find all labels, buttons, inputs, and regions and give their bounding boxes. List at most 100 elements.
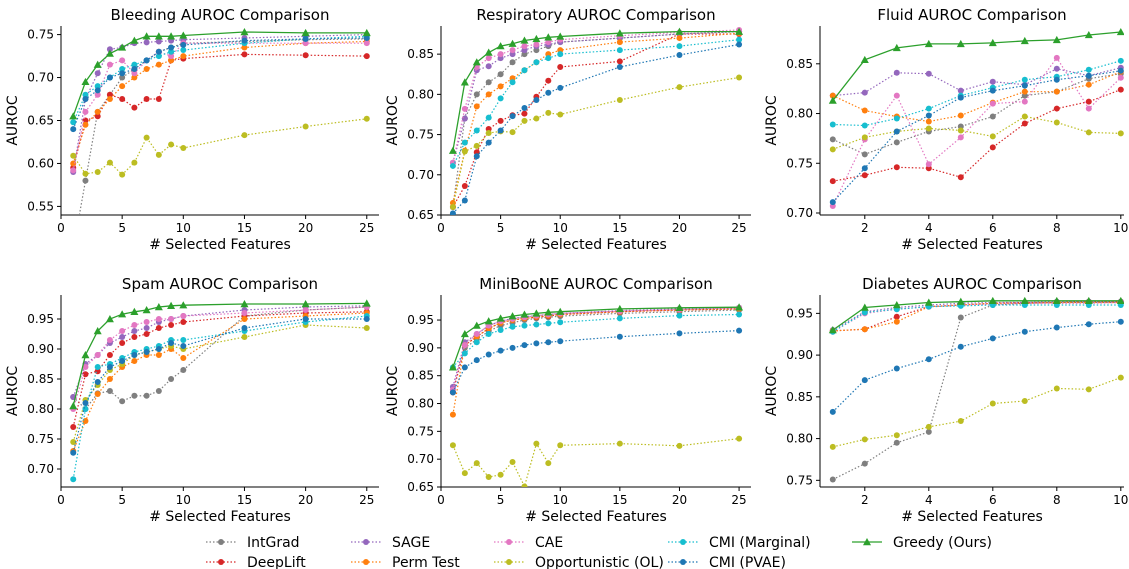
data-point: [485, 473, 492, 480]
data-point: [861, 309, 868, 316]
data-point: [449, 210, 456, 215]
series-perm-test: [70, 38, 370, 167]
x-tick-label: 20: [298, 493, 313, 507]
data-point: [168, 44, 175, 51]
legend-entry-opportunistic-ol: Opportunistic (OL): [494, 555, 664, 569]
chart-title: Spam AUROC Comparison: [122, 275, 318, 293]
data-point: [167, 32, 176, 40]
data-point: [676, 84, 683, 91]
y-axis-label: AUROC: [764, 95, 780, 146]
data-point: [106, 352, 113, 358]
data-point: [241, 334, 248, 340]
data-point: [70, 126, 77, 133]
legend-marker: [680, 539, 686, 545]
data-point: [497, 127, 504, 134]
data-point: [143, 39, 150, 46]
data-point: [485, 330, 492, 337]
data-point: [616, 96, 623, 103]
data-point: [155, 96, 162, 103]
data-point: [106, 337, 113, 343]
data-point: [168, 322, 175, 328]
data-point: [957, 127, 964, 134]
data-point: [1116, 296, 1124, 305]
data-point: [241, 37, 248, 44]
legend: IntGrad DeepLift SAGE Perm Test CAE Opportuni…: [206, 535, 992, 569]
data-point: [94, 379, 101, 385]
series-line: [452, 33, 740, 208]
series-cae: [829, 54, 1124, 210]
data-point: [957, 314, 964, 321]
data-point: [449, 162, 456, 169]
data-point: [94, 108, 101, 115]
data-point: [119, 340, 126, 346]
data-point: [94, 113, 101, 120]
legend-marker: [218, 539, 224, 545]
data-point: [861, 89, 868, 96]
legend-entry-cmi-pvae: CMI (PVAE): [668, 555, 786, 569]
data-point: [925, 105, 932, 112]
series-cmi-marginal: [70, 33, 370, 126]
data-point: [302, 307, 309, 313]
series-line: [452, 330, 740, 393]
data-point: [473, 103, 480, 110]
data-point: [155, 388, 162, 394]
data-point: [989, 100, 996, 107]
data-point: [736, 36, 743, 43]
data-point: [1053, 105, 1060, 112]
data-point: [180, 53, 187, 60]
data-point: [533, 59, 540, 66]
data-point: [82, 364, 89, 370]
series-line: [72, 37, 367, 130]
series-line: [72, 53, 367, 168]
data-point: [106, 159, 113, 166]
data-point: [557, 319, 564, 326]
data-point: [533, 41, 540, 48]
data-point: [155, 151, 162, 158]
y-tick-label: 0.95: [27, 312, 54, 326]
legend-marker: [363, 539, 369, 545]
data-point: [616, 333, 623, 340]
series-opportunistic-ol: [449, 74, 743, 210]
data-point: [520, 36, 529, 44]
y-tick-label: 0.70: [407, 168, 434, 182]
data-point: [119, 65, 126, 72]
data-point: [616, 440, 623, 447]
data-point: [1021, 88, 1028, 95]
x-tick-label: 20: [672, 493, 687, 507]
data-point: [119, 358, 126, 364]
data-point: [925, 423, 932, 430]
data-point: [829, 178, 836, 185]
data-point: [989, 133, 996, 140]
data-point: [893, 365, 900, 372]
series-line: [452, 30, 740, 151]
series-line: [832, 321, 1121, 413]
data-point: [675, 27, 684, 35]
data-point: [168, 340, 175, 346]
data-point: [735, 303, 744, 311]
data-point: [131, 104, 138, 111]
data-point: [497, 347, 504, 354]
data-point: [893, 115, 900, 122]
series-line: [72, 324, 367, 443]
y-tick-label: 0.65: [407, 208, 434, 222]
data-point: [1021, 113, 1028, 120]
data-point: [829, 92, 836, 99]
x-axis-label: # Selected Features: [901, 237, 1043, 253]
y-tick-label: 0.80: [407, 397, 434, 411]
x-tick-label: 5: [497, 221, 505, 235]
series-line: [452, 31, 740, 208]
data-point: [142, 306, 151, 314]
data-point: [180, 144, 187, 151]
data-point: [485, 114, 492, 121]
data-point: [957, 418, 964, 425]
data-point: [485, 55, 492, 62]
series-intgrad: [78, 35, 370, 215]
data-point: [557, 111, 564, 118]
series-line: [832, 377, 1122, 448]
legend-label: Opportunistic (OL): [535, 555, 664, 569]
legend-entry-cae: CAE: [494, 535, 563, 551]
data-point: [81, 351, 90, 359]
data-point: [861, 326, 868, 333]
data-point: [508, 39, 517, 47]
